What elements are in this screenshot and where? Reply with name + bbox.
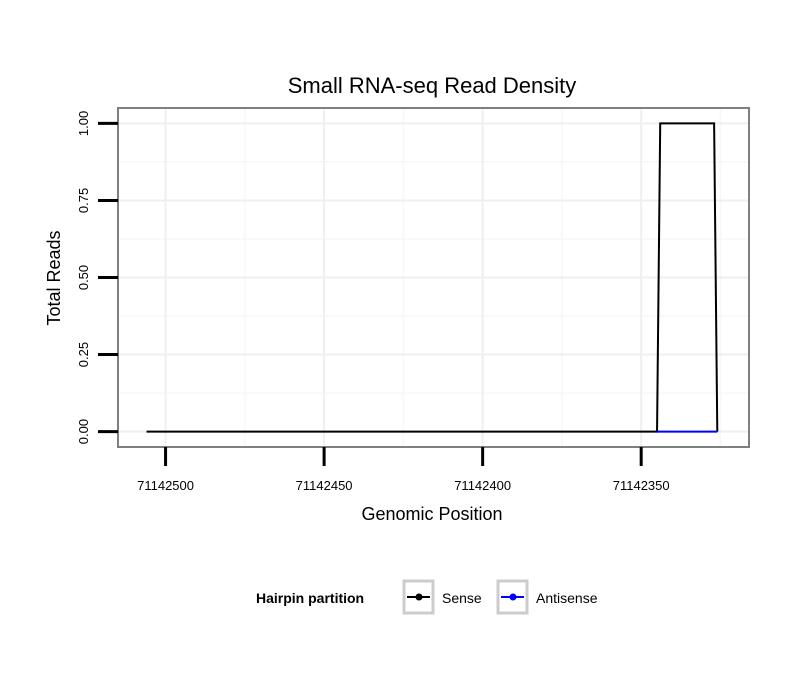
y-tick-label: 0.75 [76,188,91,213]
grid [118,108,749,447]
y-axis-title: Total Reads [44,230,64,325]
x-tick-label: 71142450 [296,478,353,493]
series-layer [146,122,719,433]
x-tick-label: 71142400 [454,478,511,493]
legend-title: Hairpin partition [256,590,364,606]
legend-label-antisense: Antisense [536,590,598,606]
x-tick-label: 71142350 [613,478,670,493]
series-line-sense [146,122,719,433]
legend-marker-sense [415,593,423,601]
x-axis-title: Genomic Position [361,504,502,524]
legend-label-sense: Sense [442,590,482,606]
legend-item-antisense[interactable]: Antisense [496,579,598,615]
y-tick-label: 0.25 [76,342,91,367]
chart-title: Small RNA-seq Read Density [288,73,577,98]
x-tick-label: 71142500 [137,478,194,493]
x-axis: 71142500 71142450 71142400 71142350 [137,447,670,493]
legend-item-sense[interactable]: Sense [402,579,482,615]
y-tick-label: 0.50 [76,265,91,290]
y-tick-label: 1.00 [76,111,91,136]
y-tick-label: 0.00 [76,419,91,444]
legend-marker-antisense [509,593,517,601]
legend: Hairpin partition Sense Antisense [256,579,598,615]
y-axis: 0.00 0.25 0.50 0.75 1.00 [76,111,118,444]
